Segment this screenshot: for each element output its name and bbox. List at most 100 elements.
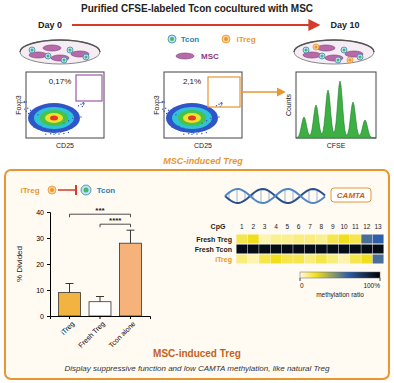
column-label: 2	[251, 223, 255, 230]
y-axis-title: Foxp3	[15, 95, 23, 115]
heatmap-cell	[248, 245, 259, 254]
y-tick: 40	[36, 209, 50, 216]
event-dot	[42, 130, 43, 131]
x-tick-label: Tcon alone	[108, 320, 137, 349]
x-axis-title: CD25	[194, 142, 212, 149]
y-axis-title: Counts	[285, 93, 292, 116]
cfse-histogram: Counts CFSE	[285, 72, 376, 149]
density-contour	[188, 116, 196, 121]
x-tick: Fresh Treg	[77, 316, 107, 350]
heatmap-cell	[361, 245, 372, 254]
event-dot	[33, 112, 34, 113]
event-dot	[71, 123, 72, 124]
color-bar-title: methylation ratio	[316, 291, 364, 299]
event-dot	[193, 132, 194, 133]
heatmap-cell	[339, 255, 350, 264]
event-dot	[218, 116, 219, 117]
itreg-nucleus	[349, 59, 352, 62]
event-dot	[166, 113, 167, 114]
heatmap-cell	[236, 255, 247, 264]
event-dot	[191, 134, 192, 135]
event-dot	[83, 104, 84, 105]
heatmap-cell	[248, 255, 259, 264]
dna-strand	[225, 189, 325, 203]
density-contour	[45, 113, 63, 123]
event-dot	[221, 103, 222, 104]
event-dot	[188, 133, 189, 134]
event-dot	[201, 133, 202, 134]
heatmap-cell	[305, 255, 316, 264]
heatmap-cell	[361, 255, 372, 264]
tcon-nucleus	[359, 56, 362, 59]
event-dot	[221, 102, 222, 103]
dna-icon: CAMTA	[225, 188, 371, 203]
heatmap-cell	[293, 245, 304, 254]
column-label: 6	[297, 223, 301, 230]
y-tick-mark	[47, 238, 50, 239]
dna-rung	[285, 189, 286, 202]
heatmap-cell	[316, 255, 327, 264]
column-label: 8	[320, 223, 324, 230]
row-label: Fresh Treg	[196, 236, 232, 244]
event-dot	[210, 118, 211, 119]
event-dot	[53, 134, 54, 135]
event-dot	[178, 126, 179, 127]
dish-rim	[20, 40, 100, 52]
column-label: 1	[240, 223, 244, 230]
gene-label: CAMTA	[337, 191, 366, 200]
tcon-label: Tcon	[181, 35, 200, 44]
heatmap-cell	[373, 235, 384, 244]
event-dot	[72, 118, 73, 119]
petri-dish	[294, 40, 374, 64]
gate	[76, 75, 102, 101]
event-dot	[168, 110, 169, 111]
event-dot	[209, 123, 210, 124]
heatmap-cell	[316, 245, 327, 254]
gene-box	[331, 188, 371, 202]
density-contour	[183, 113, 201, 123]
footer-title: MSC-induced Treg	[153, 348, 241, 359]
tcon-nucleus	[343, 49, 346, 52]
itreg-cell	[222, 35, 230, 43]
x-tick-mark	[100, 316, 101, 319]
tcon-nucleus	[321, 55, 324, 58]
event-dot	[23, 101, 24, 102]
event-dot	[68, 120, 69, 121]
tcon-cell	[319, 53, 325, 59]
dna-rung	[317, 190, 318, 202]
density-contour	[34, 107, 74, 129]
tcon-cell	[303, 47, 309, 53]
y-tick: 10	[36, 287, 50, 294]
tcon-nucleus	[63, 59, 66, 62]
x-tick-label: iTreg	[59, 320, 76, 337]
heatmap-cell	[282, 255, 293, 264]
x-axis-title: CFSE	[327, 142, 346, 149]
tcon-nucleus	[85, 56, 88, 59]
heatmap-cell	[236, 235, 247, 244]
x-tick-mark	[69, 316, 70, 319]
tcon-nucleus	[84, 188, 89, 193]
tcon-cell	[341, 47, 347, 53]
heatmap-cell	[316, 235, 327, 244]
event-dot	[50, 129, 51, 130]
heatmap-cell	[236, 245, 247, 254]
event-dot	[33, 127, 34, 128]
heatmap-cell	[293, 255, 304, 264]
event-dot	[45, 133, 46, 134]
tcon-nucleus	[47, 55, 50, 58]
column-label: 13	[374, 223, 382, 230]
heatmap-cell	[327, 235, 338, 244]
dna-rung	[269, 191, 270, 201]
dna-rung	[237, 189, 238, 203]
density-contour	[28, 103, 80, 133]
tcon-nucleus	[69, 49, 72, 52]
flow-plot: 0,17%Foxp3CD25	[15, 72, 104, 149]
event-dot	[214, 115, 215, 116]
event-dot	[171, 112, 172, 113]
heatmap-cell	[271, 235, 282, 244]
heatmap-cell	[271, 245, 282, 254]
dish-body	[294, 40, 374, 64]
heatmap-cell	[350, 235, 361, 244]
dna-strand	[225, 189, 325, 203]
x-axis: iTregFresh TregTcon alone	[51, 316, 151, 350]
